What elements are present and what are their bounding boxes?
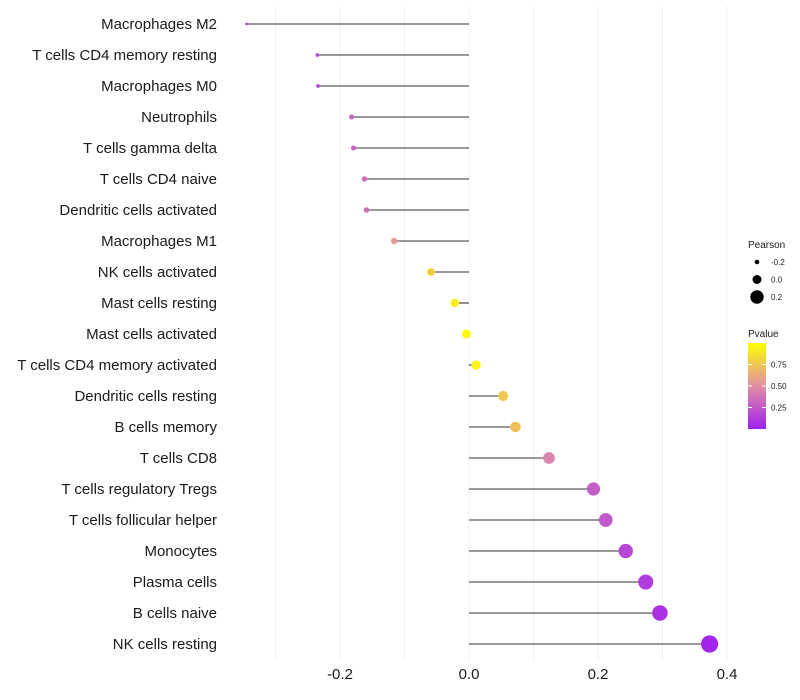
legend-size-entries: -0.2 0.0 0.2 bbox=[750, 258, 785, 304]
legend-colorbar bbox=[748, 343, 766, 429]
x-tick-label: 0.2 bbox=[588, 666, 609, 683]
point bbox=[586, 482, 601, 496]
legend-size-label: 0.0 bbox=[771, 276, 783, 285]
gridlines bbox=[275, 6, 728, 660]
category-label: Plasma cells bbox=[133, 574, 217, 591]
point bbox=[363, 207, 370, 213]
point bbox=[598, 513, 613, 527]
category-labels: Macrophages M2 T cells CD4 memory resting… bbox=[17, 16, 217, 653]
category-label: Mast cells activated bbox=[86, 326, 217, 343]
stems bbox=[246, 23, 710, 645]
legend-color-title: Pvalue bbox=[748, 329, 779, 340]
category-label: Macrophages M2 bbox=[101, 16, 217, 33]
legend-color-label: 0.75 bbox=[771, 361, 787, 370]
legend-size-dot bbox=[752, 275, 762, 284]
point bbox=[510, 421, 521, 433]
legend-color-label: 0.25 bbox=[771, 404, 787, 413]
legend-size-title: Pearson bbox=[748, 240, 785, 251]
point bbox=[427, 268, 435, 276]
legend-size-label: -0.2 bbox=[771, 258, 785, 267]
category-label: Monocytes bbox=[144, 543, 217, 560]
x-tick-label: -0.2 bbox=[327, 666, 353, 683]
point bbox=[461, 329, 471, 339]
x-tick-label: 0.0 bbox=[459, 666, 480, 683]
category-label: T cells follicular helper bbox=[69, 512, 217, 529]
legend-size-dot bbox=[750, 290, 764, 304]
point bbox=[351, 145, 357, 151]
category-label: T cells regulatory Tregs bbox=[61, 481, 217, 498]
point bbox=[471, 360, 481, 370]
legend-color-label: 0.50 bbox=[771, 382, 787, 391]
points bbox=[245, 22, 719, 653]
category-label: T cells CD4 memory resting bbox=[32, 47, 217, 64]
category-label: T cells CD4 naive bbox=[100, 171, 217, 188]
point bbox=[349, 114, 355, 120]
point bbox=[618, 543, 633, 559]
point bbox=[390, 237, 398, 245]
legend-color-ticks: 0.75 0.50 0.25 bbox=[748, 361, 787, 413]
category-label: T cells CD8 bbox=[140, 450, 217, 467]
point bbox=[638, 574, 654, 590]
point bbox=[700, 635, 719, 653]
point bbox=[450, 298, 460, 308]
point bbox=[652, 605, 668, 621]
legend-size-label: 0.2 bbox=[771, 293, 783, 302]
point bbox=[361, 176, 368, 182]
category-label: NK cells resting bbox=[113, 636, 217, 653]
point bbox=[543, 452, 555, 464]
category-label: Dendritic cells resting bbox=[74, 388, 217, 405]
point bbox=[498, 390, 509, 402]
point bbox=[315, 53, 320, 57]
point bbox=[316, 84, 320, 88]
category-label: B cells naive bbox=[133, 605, 217, 622]
point bbox=[245, 22, 248, 26]
category-label: B cells memory bbox=[114, 419, 217, 436]
legend: Pearson -0.2 0.0 0.2 Pvalue 0.75 0.50 0.25 bbox=[748, 240, 787, 429]
category-label: Macrophages M1 bbox=[101, 233, 217, 250]
category-label: Dendritic cells activated bbox=[59, 202, 217, 219]
category-label: Neutrophils bbox=[141, 109, 217, 126]
x-tick-label: 0.4 bbox=[717, 666, 738, 683]
category-label: Macrophages M0 bbox=[101, 78, 217, 95]
category-label: Mast cells resting bbox=[101, 295, 217, 312]
x-axis-ticks: -0.2 0.0 0.2 0.4 bbox=[327, 666, 737, 683]
category-label: NK cells activated bbox=[98, 264, 217, 281]
category-label: T cells gamma delta bbox=[83, 140, 218, 157]
legend-size-dot bbox=[754, 259, 760, 265]
category-label: T cells CD4 memory activated bbox=[17, 357, 217, 374]
